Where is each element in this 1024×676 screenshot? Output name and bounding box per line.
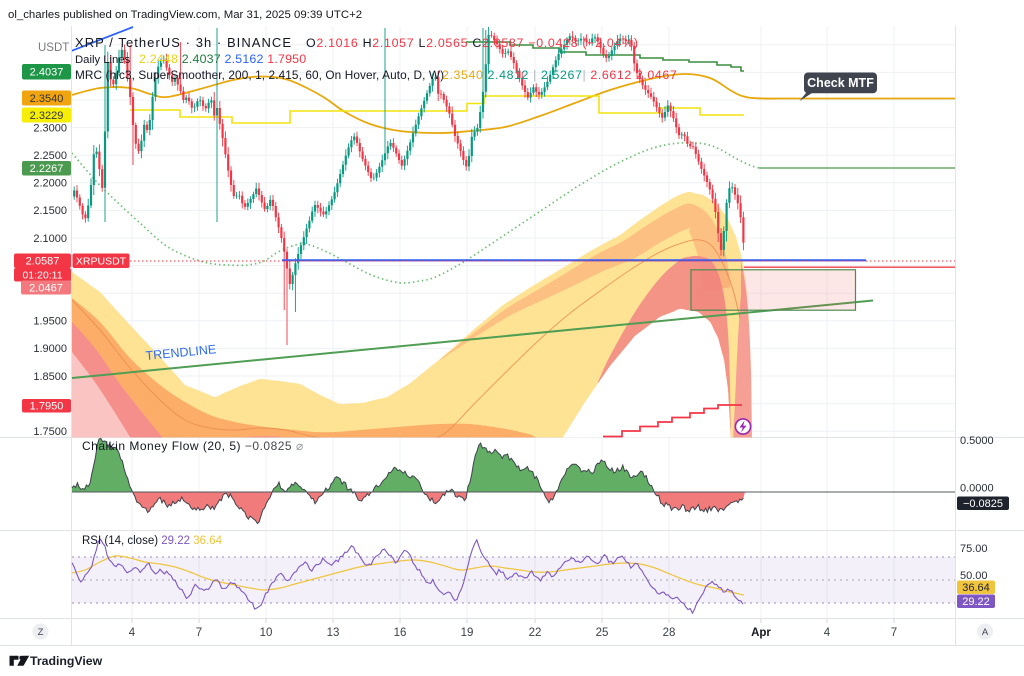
svg-text:1.7500: 1.7500 xyxy=(33,426,67,438)
svg-text:10: 10 xyxy=(260,627,273,639)
svg-text:2.2267: 2.2267 xyxy=(30,163,64,175)
svg-text:O2.1016 H2.1057 L2.0565 C2.058: O2.1016 H2.1057 L2.0565 C2.0587 −0.0428 … xyxy=(306,36,639,50)
svg-text:MRC (hlc3, SuperSmoother, 200,: MRC (hlc3, SuperSmoother, 200, 1, 2.415,… xyxy=(75,68,444,82)
svg-text:2.4037: 2.4037 xyxy=(30,67,64,79)
svg-text:16: 16 xyxy=(394,627,407,639)
svg-text:Chaikin Money Flow (20, 5) −0: Chaikin Money Flow (20, 5) −0.0825 ⌀ xyxy=(82,439,304,453)
svg-text:4: 4 xyxy=(129,627,136,639)
svg-text:2.2500: 2.2500 xyxy=(33,150,67,162)
svg-text:2.2448 2.4037 2.5162 1.7950: 2.2448 2.4037 2.5162 1.7950 xyxy=(139,52,306,66)
svg-text:0.0000: 0.0000 xyxy=(960,482,994,494)
svg-text:4: 4 xyxy=(824,627,831,639)
svg-text:TradingView: TradingView xyxy=(30,654,103,668)
svg-text:75.00: 75.00 xyxy=(960,543,988,555)
svg-text:A: A xyxy=(982,627,989,638)
svg-text:2.0467: 2.0467 xyxy=(29,282,63,294)
svg-text:2.3229: 2.3229 xyxy=(30,110,64,122)
svg-text:01:20:11: 01:20:11 xyxy=(22,269,62,281)
svg-text:2.3540: 2.3540 xyxy=(30,93,64,105)
svg-text:25: 25 xyxy=(596,627,609,639)
svg-text:13: 13 xyxy=(327,627,340,639)
svg-text:1.9500: 1.9500 xyxy=(33,316,67,328)
svg-text:0.5000: 0.5000 xyxy=(960,435,994,447)
svg-text:2.3540 2.4812 | 2.5267| 2.6612: 2.3540 2.4812 | 2.5267| 2.6612 2.0467 xyxy=(442,68,677,82)
svg-text:2.0587: 2.0587 xyxy=(26,256,60,268)
svg-text:Apr: Apr xyxy=(751,627,771,639)
svg-text:ol_charles published on Tradin: ol_charles published on TradingView.com,… xyxy=(8,9,362,21)
svg-text:2.1000: 2.1000 xyxy=(33,233,67,245)
svg-text:7: 7 xyxy=(196,627,202,639)
svg-text:2.3000: 2.3000 xyxy=(33,122,67,134)
svg-text:7: 7 xyxy=(891,627,897,639)
svg-text:−0.0825: −0.0825 xyxy=(963,498,1003,510)
svg-text:2.2000: 2.2000 xyxy=(33,178,67,190)
svg-text:22: 22 xyxy=(529,627,542,639)
svg-text:XRPUSDT: XRPUSDT xyxy=(76,255,127,267)
svg-text:Z: Z xyxy=(38,627,44,638)
svg-text:28: 28 xyxy=(663,627,676,639)
svg-text:Daily Lines: Daily Lines xyxy=(75,54,131,66)
svg-text:1.9000: 1.9000 xyxy=(33,343,67,355)
svg-text:RSI (14, close) 29.22 36.64: RSI (14, close) 29.22 36.64 xyxy=(82,535,223,547)
svg-text:1.7950: 1.7950 xyxy=(30,401,64,413)
svg-text:USDT: USDT xyxy=(38,42,69,54)
svg-text:XRP / TetherUS · 3h · BINANCE: XRP / TetherUS · 3h · BINANCE xyxy=(75,35,292,50)
svg-text:1.8500: 1.8500 xyxy=(33,371,67,383)
svg-text:19: 19 xyxy=(461,627,474,639)
svg-text:Check MTF: Check MTF xyxy=(807,76,874,90)
svg-text:36.64: 36.64 xyxy=(962,582,990,594)
svg-text:50.00: 50.00 xyxy=(960,570,988,582)
svg-text:TRENDLINE: TRENDLINE xyxy=(145,342,217,363)
svg-text:29.22: 29.22 xyxy=(962,596,990,608)
svg-text:2.1500: 2.1500 xyxy=(33,205,67,217)
